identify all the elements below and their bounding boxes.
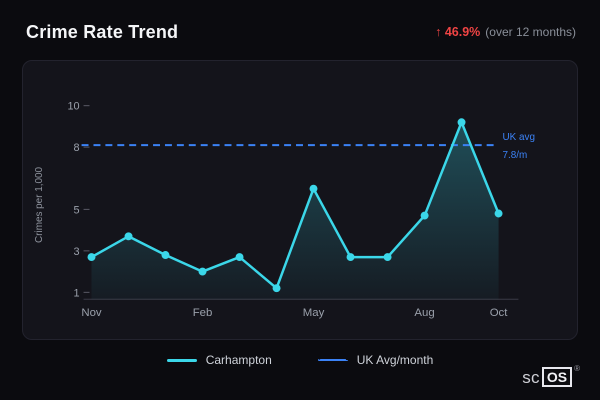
delta-indicator: ↑ 46.9% (over 12 months) [435, 25, 576, 39]
x-tick-label: May [303, 307, 325, 319]
delta-percent: 46.9% [444, 25, 481, 39]
x-tick-label: Feb [193, 307, 213, 319]
up-arrow-icon: ↑ [435, 25, 442, 39]
data-point[interactable] [87, 253, 96, 262]
data-point[interactable] [457, 118, 466, 127]
data-point[interactable] [198, 267, 207, 276]
legend-item-uk-avg-month[interactable]: UK Avg/month [317, 353, 434, 367]
uk-avg-label: UK avg [503, 132, 535, 143]
y-tick-label: 1 [74, 287, 80, 299]
page-title: Crime Rate Trend [26, 21, 179, 42]
area-fill [91, 122, 499, 300]
data-point[interactable] [235, 253, 244, 262]
data-point[interactable] [420, 211, 429, 220]
x-tick-label: Oct [490, 307, 509, 319]
chart-legend: Carhampton UK Avg/month [0, 348, 600, 372]
y-axis-label: Crimes per 1,000 [34, 166, 45, 242]
y-tick-label: 5 [74, 204, 80, 216]
data-point[interactable] [309, 184, 318, 193]
delta-caption: (over 12 months) [485, 25, 576, 39]
x-tick-label: Nov [81, 307, 102, 319]
y-tick-label: 8 [74, 142, 80, 154]
dashed-line-swatch-icon [317, 359, 348, 361]
legend-label: UK Avg/month [356, 353, 434, 367]
delta-value: ↑ 46.9% [435, 25, 480, 39]
data-point[interactable] [272, 284, 281, 293]
data-point[interactable] [494, 209, 503, 218]
x-tick-label: Aug [414, 307, 434, 319]
uk-avg-value-label: 7.8/m [503, 150, 528, 161]
trend-line [90, 121, 500, 290]
legend-item-carhampton[interactable]: Carhampton [166, 353, 272, 367]
y-tick-label: 3 [74, 246, 80, 258]
logo-text-sc: sc [522, 367, 540, 387]
data-point[interactable] [383, 253, 392, 262]
registered-mark: ® [574, 364, 580, 373]
scos-logo: sc OS ® [522, 364, 580, 387]
data-point[interactable] [346, 253, 355, 262]
solid-line-swatch-icon [166, 358, 197, 362]
logo-box-os: OS [541, 367, 573, 387]
chart-panel: 10 8 5 3 1 Nov Feb May Aug Oct Crimes per 1,000 UK … [22, 60, 578, 340]
data-point[interactable] [161, 251, 170, 259]
header: Crime Rate Trend ↑ 46.9% (over 12 months… [0, 0, 600, 56]
legend-label: Carhampton [205, 353, 272, 367]
data-point[interactable] [124, 232, 133, 241]
y-tick-label: 10 [67, 101, 79, 113]
